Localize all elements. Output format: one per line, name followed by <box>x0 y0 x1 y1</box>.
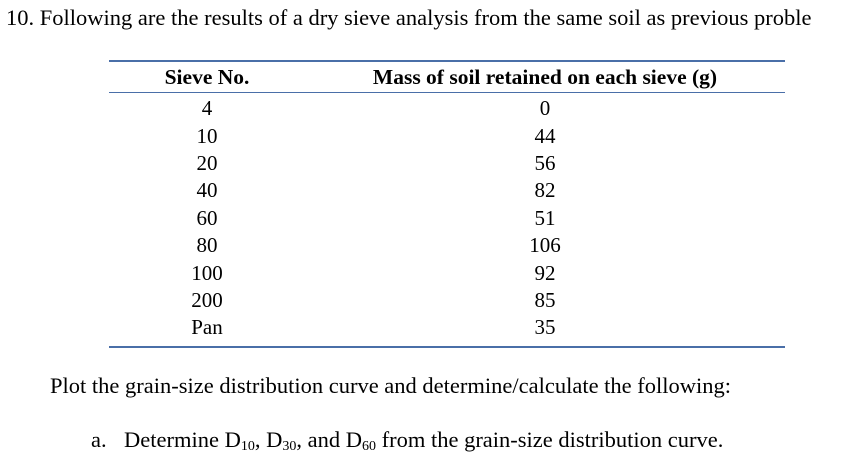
table-row: 100 92 <box>109 259 785 286</box>
cell-mass-retained: 44 <box>534 123 556 148</box>
cell-mass-retained: 51 <box>534 205 556 230</box>
item-a-letter: a. <box>91 427 107 452</box>
item-a: a. Determine D10, D30, and D60 from the g… <box>91 426 723 461</box>
sieve-analysis-table: Sieve No. Mass of soil retained on each … <box>109 60 785 348</box>
instructions-text: Plot the grain-size distribution curve a… <box>50 373 732 398</box>
cell-mass-retained: 92 <box>534 260 556 285</box>
cell-mass-retained: 106 <box>529 233 561 258</box>
item-a-text-3: , and D <box>296 427 362 452</box>
table-row: Pan 35 <box>109 314 785 341</box>
item-a-subscript-10: 10 <box>240 439 255 454</box>
table-row: 10 44 <box>109 122 785 149</box>
item-a-subscript-30: 30 <box>282 439 297 454</box>
table-row: 60 51 <box>109 205 785 232</box>
table-top-rule <box>109 60 785 62</box>
table-row: 20 56 <box>109 150 785 177</box>
table-body: 4 0 10 44 20 56 40 82 60 51 80 106 100 92 200 85 Pan 35 <box>109 93 785 346</box>
item-a-text-2: , D <box>254 427 283 452</box>
cell-mass-retained: 85 <box>534 287 556 312</box>
problem-statement: 10. Following are the results of a dry s… <box>6 5 812 30</box>
cell-mass-retained: 82 <box>534 178 556 203</box>
cell-sieve-no: Pan <box>191 315 223 340</box>
item-a-subscript-60: 60 <box>361 439 376 454</box>
header-mass-retained: Mass of soil retained on each sieve (g) <box>372 64 718 89</box>
header-sieve-no: Sieve No. <box>164 64 250 89</box>
cell-mass-retained: 0 <box>539 96 551 121</box>
cell-sieve-no: 10 <box>196 123 218 148</box>
cell-sieve-no: 40 <box>196 178 218 203</box>
cell-sieve-no: 20 <box>196 150 218 175</box>
item-a-text-4: from the grain-size distribution curve. <box>375 427 724 452</box>
table-row: 40 82 <box>109 177 785 204</box>
table-bottom-rule <box>109 345 785 348</box>
cell-mass-retained: 35 <box>534 315 556 340</box>
table-row: 200 85 <box>109 287 785 314</box>
cell-sieve-no: 4 <box>201 96 213 121</box>
table-row: 80 106 <box>109 232 785 259</box>
table-header-row: Sieve No. Mass of soil retained on each … <box>109 62 785 92</box>
cell-mass-retained: 56 <box>534 150 556 175</box>
cell-sieve-no: 60 <box>196 205 218 230</box>
cell-sieve-no: 100 <box>191 260 223 285</box>
cell-sieve-no: 200 <box>191 287 223 312</box>
table-header-rule <box>109 92 785 93</box>
item-a-text-1: Determine D <box>124 427 241 452</box>
cell-sieve-no: 80 <box>196 233 218 258</box>
